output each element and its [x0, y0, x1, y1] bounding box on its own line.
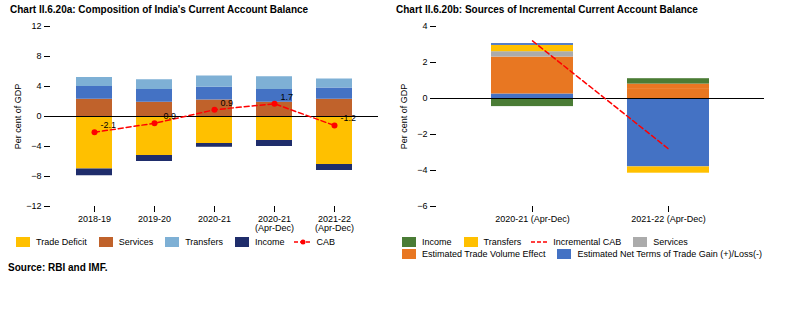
html-text:Chart II.6.20a: Composition of: Chart II.6.20a: Composition of India's C… [10, 4, 309, 15]
svg-text:−4: −4 [31, 141, 41, 151]
svg-text:−8: −8 [31, 171, 41, 181]
svg-text:2021-22 (Apr-Dec): 2021-22 (Apr-Dec) [631, 214, 706, 224]
svg-text:Per cent of GDP: Per cent of GDP [399, 84, 409, 150]
svg-text:8: 8 [36, 51, 41, 61]
html-text:Trade Deficit: Trade Deficit [36, 237, 87, 247]
html-text:Estimated Net Terms of Trade G: Estimated Net Terms of Trade Gain (+)/Lo… [577, 249, 763, 259]
html-text:Services: Services [653, 237, 688, 247]
svg-text:2020-21 (Apr-Dec): 2020-21 (Apr-Dec) [495, 214, 570, 224]
html-text:Transfers: Transfers [483, 237, 522, 247]
html-text:Source: RBI and IMF.: Source: RBI and IMF. [8, 262, 108, 273]
svg-text:-0.9: -0.9 [161, 111, 177, 121]
svg-text:-2.1: -2.1 [101, 120, 117, 130]
svg-text:0: 0 [36, 111, 41, 121]
html-text:Income: Income [422, 237, 452, 247]
html-text:Estimated Trade Volume Effect: Estimated Trade Volume Effect [422, 249, 546, 259]
svg-text:1.7: 1.7 [281, 92, 294, 102]
html-text:Services: Services [118, 237, 154, 247]
svg-text:0: 0 [422, 93, 427, 103]
svg-text:2020-21(Apr-Dec): 2020-21(Apr-Dec) [255, 214, 294, 233]
svg-text:2: 2 [422, 57, 427, 67]
svg-text:12: 12 [31, 21, 41, 31]
html-text:CAB: CAB [316, 237, 335, 247]
svg-text:−12: −12 [26, 201, 41, 211]
svg-text:−4: −4 [417, 165, 427, 175]
html-text:Income: Income [254, 237, 285, 247]
svg-text:Per cent of GDP: Per cent of GDP [13, 84, 23, 150]
svg-text:−6: −6 [417, 201, 427, 211]
svg-text:2018-19: 2018-19 [78, 214, 111, 224]
svg-text:0.9: 0.9 [221, 98, 234, 108]
html-text:Transfers: Transfers [185, 237, 223, 247]
svg-text:2021-22(Apr-Dec): 2021-22(Apr-Dec) [315, 214, 354, 233]
svg-text:2020-21: 2020-21 [198, 214, 231, 224]
svg-text:-1.2: -1.2 [341, 113, 357, 123]
html-text:Chart II.6.20b: Sources of Inc: Chart II.6.20b: Sources of Incremental C… [396, 4, 698, 15]
svg-text:−2: −2 [417, 129, 427, 139]
svg-text:2019-20: 2019-20 [138, 214, 171, 224]
html-text:Incremental CAB: Incremental CAB [553, 237, 622, 247]
svg-text:4: 4 [36, 81, 41, 91]
svg-text:4: 4 [422, 21, 427, 31]
